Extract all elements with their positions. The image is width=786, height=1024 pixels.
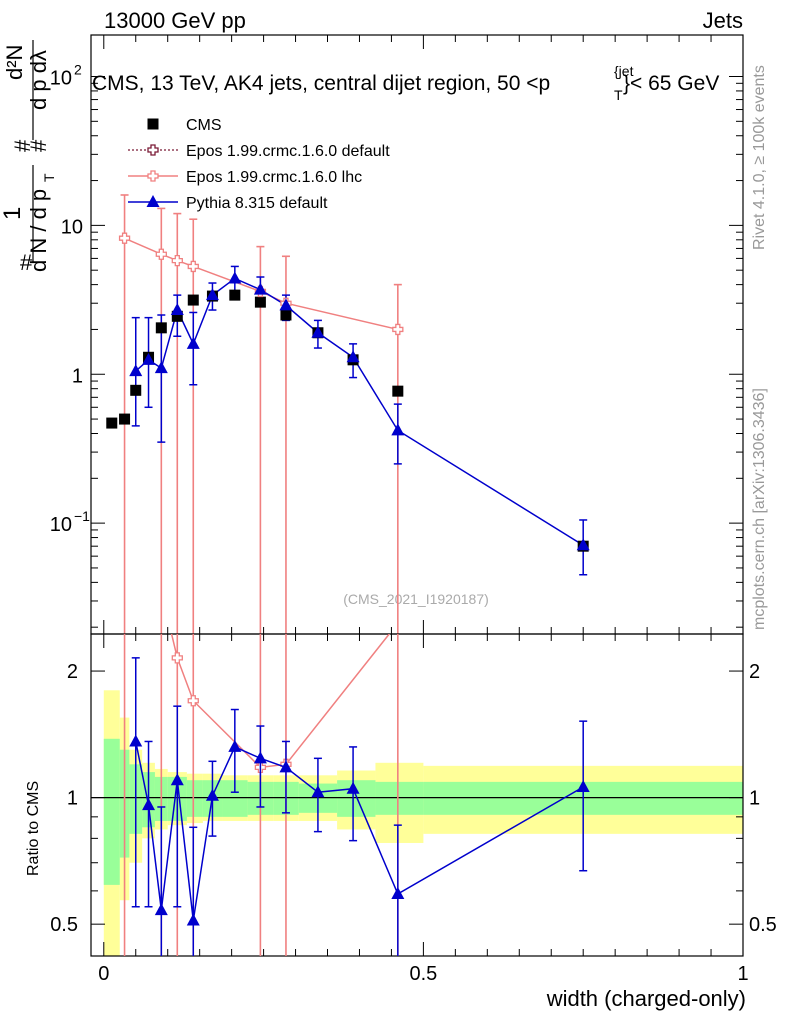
ratio-pythia-point [205,788,219,801]
ratio-xtick-label: 0.5 [409,963,437,985]
ratio-epos-lhc-point [171,652,183,664]
cms-point [280,309,292,321]
legend-label: Epos 1.99.crmc.1.6.0 default [186,143,390,160]
ratio-ytick-label-left: 0.5 [50,914,78,936]
y-label-denominator-1: d N / d p [26,189,51,272]
pythia-point [576,538,590,551]
pythia-point [186,336,200,349]
epos-lhc-point [392,323,404,336]
cms-point [155,322,167,334]
legend-label: Epos 1.99.crmc.1.6.0 lhc [186,169,362,186]
main-ytick-exponent: 2 [74,61,82,77]
legend-label: Pythia 8.315 default [186,195,328,212]
ratio-band-green [337,780,376,817]
pythia-point [154,361,168,374]
ratio-ytick-label-right: 0.5 [749,914,777,936]
cms-point [392,385,404,397]
pythia-line [135,277,584,546]
legend-marker-epos-default [147,144,159,156]
cms-point [171,310,183,322]
legend-marker-pythia [146,195,160,207]
cms-point [254,296,266,308]
pythia-point [391,423,405,436]
main-ytick-label: 10 [61,216,83,238]
epos-lhc-point [118,232,131,244]
y-label-hash-1: # [20,250,33,275]
ratio-pythia-point [279,760,293,773]
main-chart-title-sup: {jet [614,63,634,79]
ratio-xtick-label: 1 [737,963,748,985]
ratio-pythia-point [253,751,267,764]
watermark-label: (CMS_2021_I1920187) [343,591,489,607]
cms-point [119,413,131,425]
pythia-point [170,303,184,316]
pythia-point [346,350,360,363]
mcplots-label: mcplots.cern.ch [arXiv:1306.3436] [751,388,768,630]
ratio-pythia-point [228,739,242,752]
ratio-ytick-label-right: 2 [749,661,760,683]
ratio-pythia-point [142,798,156,811]
main-chart-title-end: }< 65 GeV [623,72,719,95]
ratio-ytick-label-right: 1 [749,788,760,810]
pythia-point [253,282,267,295]
rivet-label: Rivet 4.1.0, ≥ 100k events [751,65,768,250]
ratio-epos-lhc-point [187,695,199,707]
main-ytick-exponent: −1 [74,508,90,524]
ratio-y-axis-label: Ratio to CMS [25,781,42,876]
ratio-pythia-point [576,779,590,792]
legend: CMS Epos 1.99.crmc.1.6.0 default Epos 1.99… [128,117,390,212]
y-label-hash-3: # [26,139,51,152]
ratio-pythia-point [311,785,325,798]
main-ytick-label: 10 [50,514,72,536]
ratio-pythia-point [154,903,168,916]
y-label-numerator-2: d²N [2,45,27,80]
pythia-point [129,364,143,377]
ratio-frame [90,633,744,957]
ratio-panel: 0.5 0.5 1 1 2 2 0 0.5 1 [50,633,777,985]
main-ytick-label: 1 [72,365,83,387]
legend-marker-epos-lhc [147,170,159,182]
main-ytick-label: 10 [50,67,72,89]
y-label-hash-2: # [10,139,35,152]
header-left-label: 13000 GeV pp [104,8,246,33]
pythia-point [228,271,242,284]
x-axis-label: width (charged-only) [546,986,746,1011]
ratio-band-green [103,738,120,885]
ratio-band-green [186,780,203,817]
ratio-pythia-point [346,781,360,794]
ratio-curves [123,634,590,956]
ratio-pythia-point [186,913,200,926]
legend-label: CMS [186,117,222,134]
ratio-xtick-label: 0 [98,963,109,985]
legend-marker-cms [147,118,159,130]
ratio-ytick-label-left: 1 [67,788,78,810]
y-label-numerator-1: 1 [0,207,26,220]
ratio-band-green [375,781,424,815]
header-right-label: Jets [703,8,743,33]
ratio-ytick-label-left: 2 [67,661,78,683]
epos-lhc-point [171,254,183,267]
pythia-point [142,352,156,365]
ratio-pythia-point [170,773,184,786]
pythia-point [205,288,219,301]
cms-point [106,417,118,429]
pythia-point [279,298,293,311]
y-label-denominator-2: d p dλ [26,50,51,110]
epos-lhc-point [155,248,167,260]
cms-point [130,384,142,396]
main-y-axis-label: # 1 d N / d p T # d²N # d p dλ [0,40,57,275]
pythia-point [311,325,325,338]
ratio-pythia-point [129,734,143,747]
main-chart-title-sub: T [614,87,623,103]
epos-lhc-point [187,260,199,273]
cms-point [187,294,199,306]
main-chart-title: CMS, 13 TeV, AK4 jets, central dijet reg… [92,72,550,95]
cms-point [229,289,241,301]
ratio-pythia-point [391,886,405,899]
y-label-t-sub-1: T [41,173,57,182]
